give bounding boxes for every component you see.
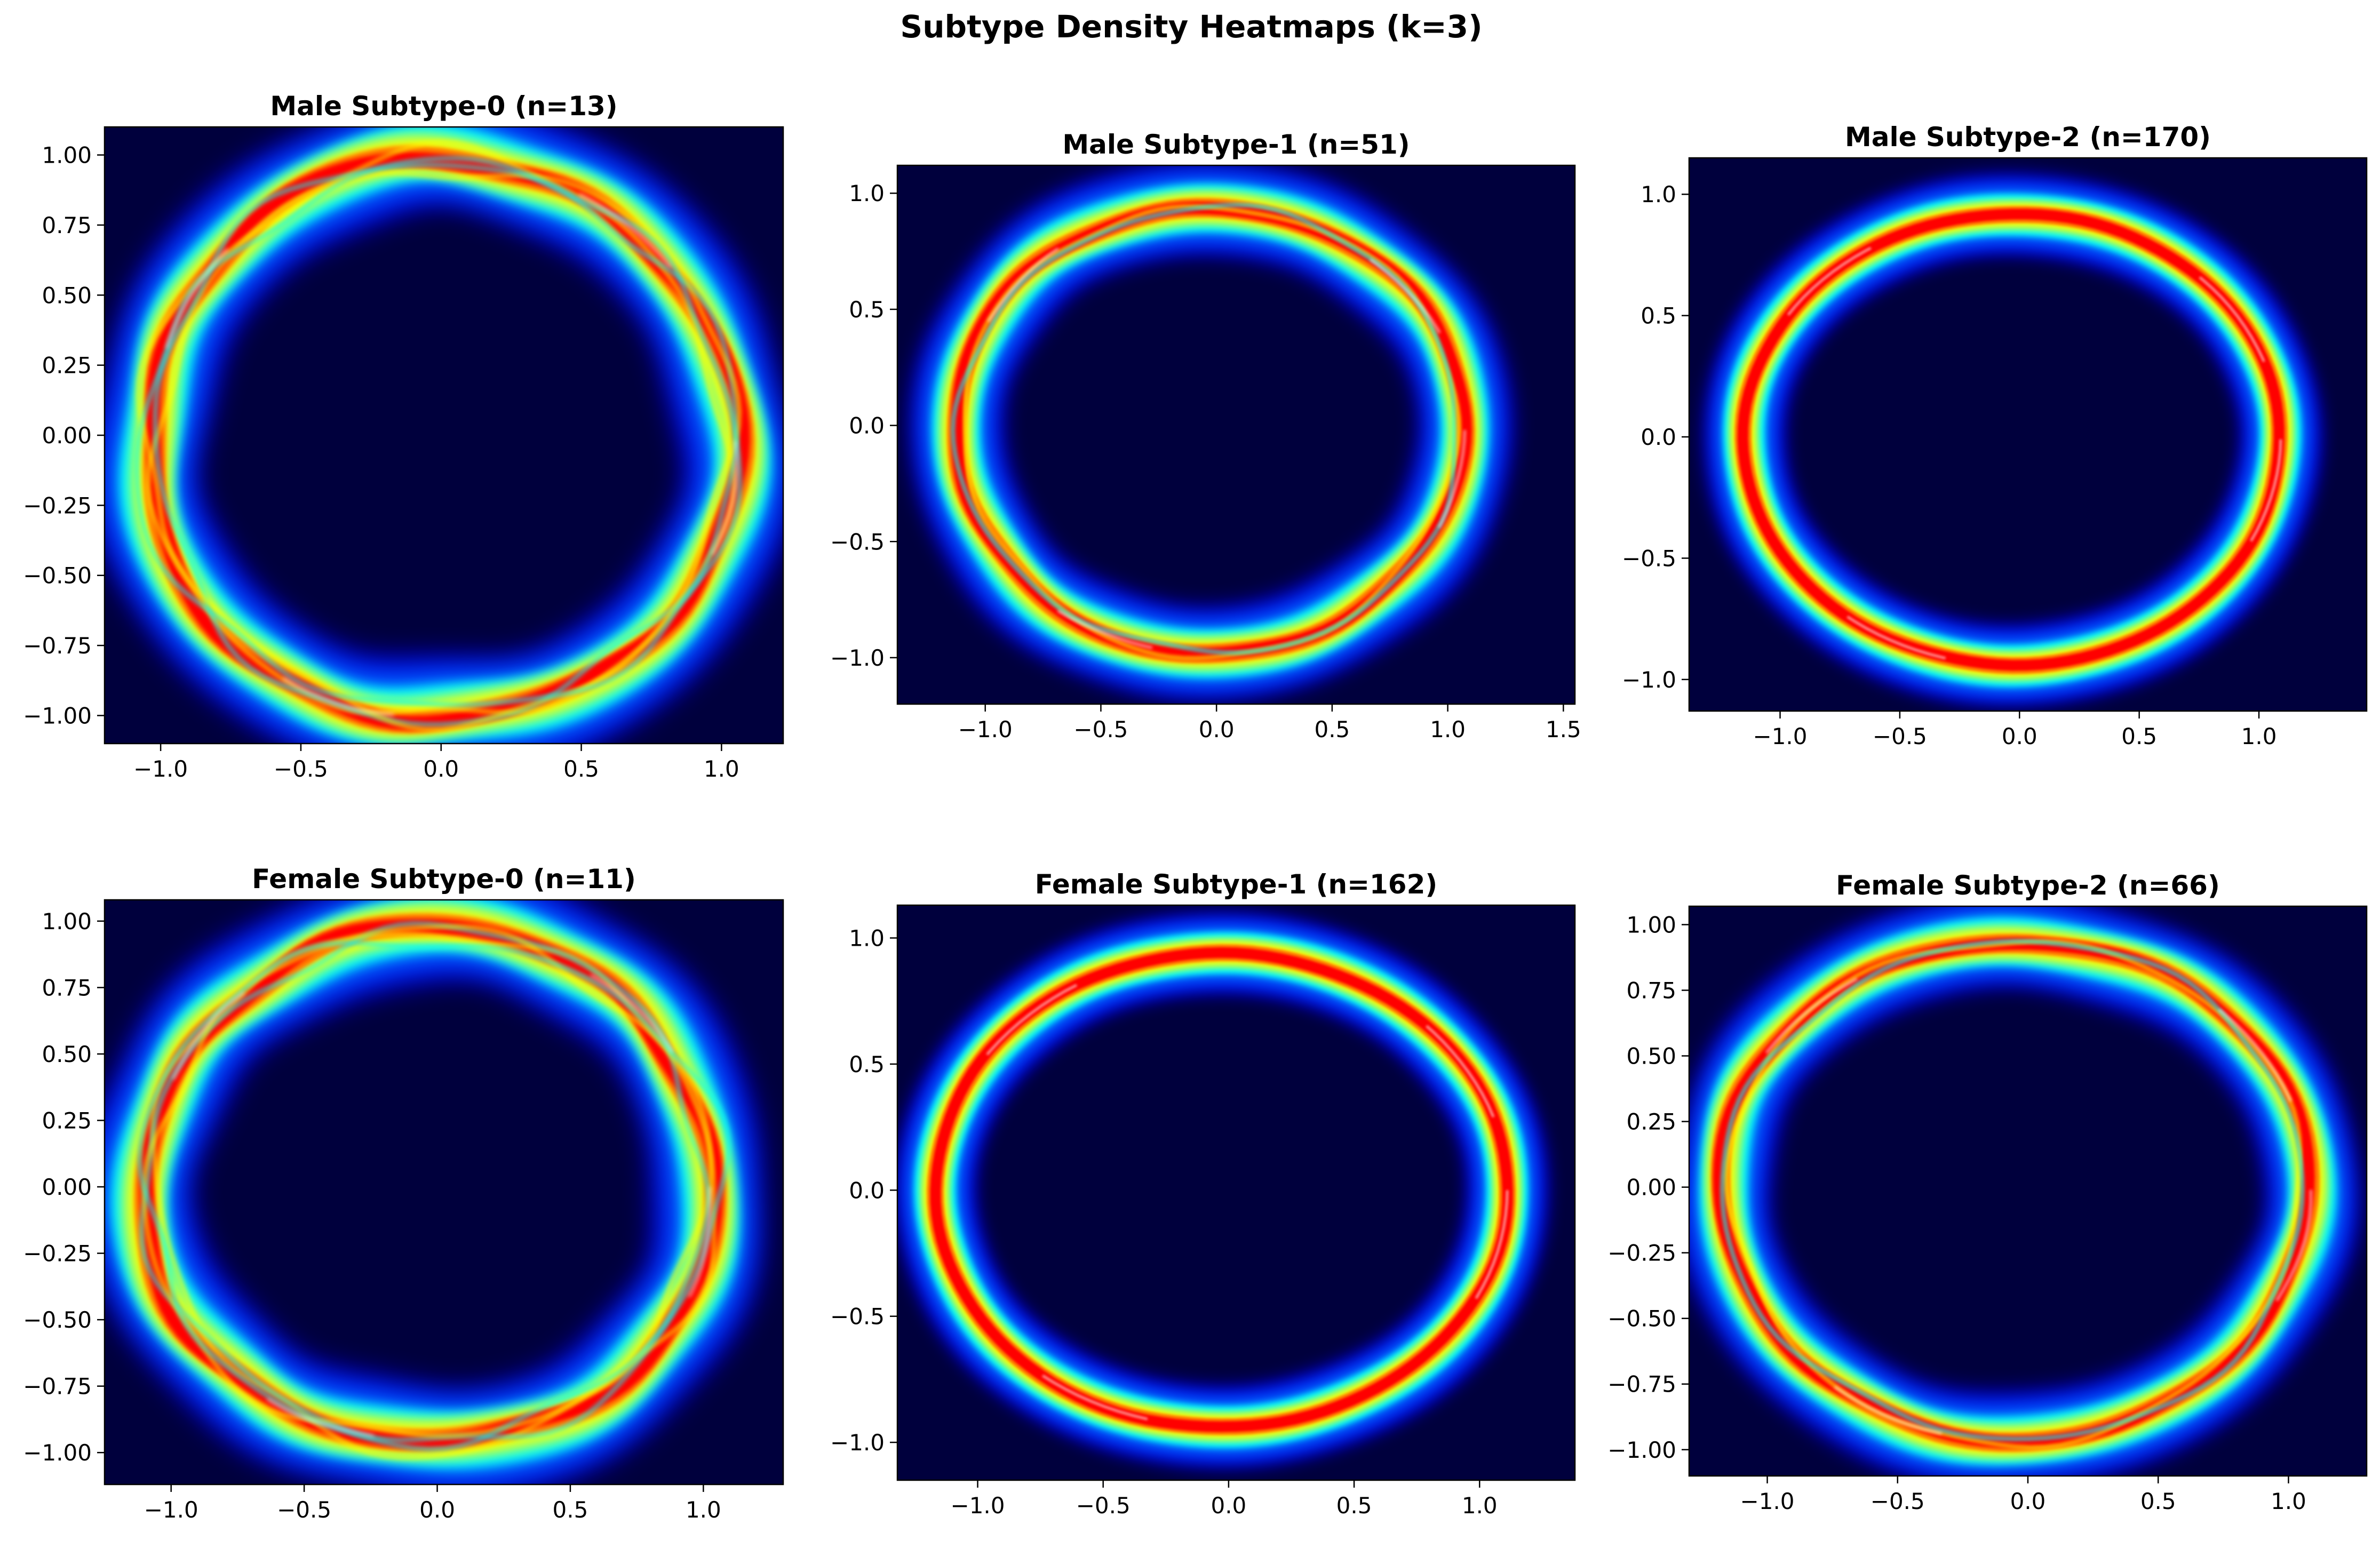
y-tick-label: 0.75 — [42, 212, 92, 238]
y-tick-label: 0.0 — [849, 1177, 885, 1203]
subplot-title: Female Subtype-2 (n=66) — [1836, 870, 2220, 901]
density-ring — [1705, 174, 2321, 706]
y-tick-label: 0.5 — [849, 1051, 885, 1077]
x-tick-label: −1.0 — [1753, 723, 1808, 749]
y-tick-label: 0.0 — [1641, 424, 1676, 450]
y-tick-label: 0.0 — [849, 413, 885, 439]
y-tick-label: −0.5 — [830, 529, 885, 555]
subplot-5: −1.0 −0.5 0.0 0.5 1.0 1.00 0.75 0.50 0.25 0.00 −0.… — [1607, 870, 2368, 1514]
x-tick-label: 0.0 — [1199, 716, 1235, 742]
subplot-2: −1.0 −0.5 0.0 0.5 1.0 1.0 0.5 0.0 −0.5 −1.0 Male S… — [1622, 122, 2368, 749]
y-tick-label: 0.00 — [42, 422, 92, 449]
x-tick-label: 0.0 — [1211, 1492, 1246, 1519]
y-tick-label: −0.50 — [23, 1307, 92, 1333]
y-tick-label: 0.75 — [42, 975, 92, 1001]
x-tick-label: 0.0 — [2002, 723, 2037, 749]
density-ring — [105, 127, 783, 744]
subplot-title: Male Subtype-0 (n=13) — [270, 91, 617, 122]
y-tick-label: 0.50 — [42, 282, 92, 308]
y-tick-label: 0.5 — [849, 297, 885, 323]
x-tick-label: 0.5 — [2140, 1488, 2176, 1514]
y-tick-label: 1.00 — [42, 908, 92, 935]
x-tick-label: −1.0 — [1740, 1488, 1795, 1514]
x-tick-label: −0.5 — [274, 756, 328, 782]
y-tick-label: −1.0 — [830, 645, 885, 671]
x-tick-label: 1.0 — [2271, 1488, 2306, 1514]
x-tick-label: −1.0 — [958, 716, 1013, 742]
subplot-grid: −1.0 −0.5 0.0 0.5 1.0 1.00 0.75 0.50 0.25 0.00 −0.… — [23, 91, 2368, 1523]
x-tick-label: −0.5 — [1076, 1492, 1131, 1519]
y-tick-label: 1.0 — [849, 925, 885, 951]
x-tick-label: 1.0 — [686, 1497, 721, 1523]
y-tick-label: 0.00 — [42, 1174, 92, 1200]
subplot-3: −1.0 −0.5 0.0 0.5 1.0 1.00 0.75 0.50 0.25 0.00 −0.… — [23, 864, 784, 1523]
y-tick-label: 1.0 — [1641, 181, 1676, 207]
density-ring — [897, 913, 1548, 1467]
y-tick-label: 1.0 — [849, 180, 885, 206]
x-tick-label: 0.0 — [419, 1497, 455, 1523]
y-tick-label: −0.50 — [23, 563, 92, 589]
y-tick-label: −1.0 — [830, 1430, 885, 1456]
subplot-title: Male Subtype-1 (n=51) — [1062, 129, 1410, 160]
y-tick-label: −0.5 — [1622, 545, 1676, 571]
axes-frame — [896, 164, 1576, 705]
subplot-title: Female Subtype-1 (n=162) — [1035, 869, 1437, 900]
y-tick-label: −0.75 — [1607, 1371, 1676, 1398]
y-tick-label: −0.25 — [23, 492, 92, 518]
x-tick-label: −0.5 — [1870, 1488, 1925, 1514]
y-tick-label: 0.50 — [1626, 1043, 1676, 1069]
y-tick-label: −0.50 — [1607, 1306, 1676, 1332]
subplot-1: −1.0 −0.5 0.0 0.5 1.0 1.5 1.0 0.5 0.0 −0.5 −1.0 Mal… — [830, 129, 1581, 742]
x-tick-label: 0.5 — [1336, 1492, 1372, 1519]
x-tick-label: −0.5 — [1073, 716, 1128, 742]
y-tick-label: −1.0 — [1622, 667, 1676, 693]
x-tick-label: 0.5 — [2121, 723, 2157, 749]
density-ring — [911, 165, 1512, 700]
figure-title: Subtype Density Heatmaps (k=3) — [900, 9, 1482, 45]
x-tick-label: 0.0 — [2010, 1488, 2046, 1514]
y-tick-label: 0.25 — [1626, 1109, 1676, 1135]
axes-frame — [1688, 157, 2368, 712]
y-tick-label: 0.00 — [1626, 1175, 1676, 1201]
axes-frame — [104, 899, 784, 1486]
x-tick-label: −1.0 — [144, 1497, 198, 1523]
x-tick-label: 1.0 — [2241, 723, 2277, 749]
y-tick-label: 0.50 — [42, 1041, 92, 1067]
x-tick-label: 0.5 — [553, 1497, 588, 1523]
density-ring — [1689, 906, 2359, 1476]
density-ring — [105, 900, 761, 1484]
y-tick-label: −0.5 — [830, 1304, 885, 1330]
y-tick-label: 0.25 — [42, 353, 92, 379]
y-tick-label: −0.25 — [23, 1241, 92, 1267]
y-tick-label: 0.5 — [1641, 303, 1676, 329]
subplot-0: −1.0 −0.5 0.0 0.5 1.0 1.00 0.75 0.50 0.25 0.00 −0.… — [23, 91, 784, 782]
x-tick-label: 1.5 — [1546, 716, 1581, 742]
x-tick-label: 0.5 — [1314, 716, 1350, 742]
subplot-4: −1.0 −0.5 0.0 0.5 1.0 1.0 0.5 0.0 −0.5 −1.0 Female… — [830, 869, 1576, 1519]
y-tick-label: −1.00 — [23, 702, 92, 729]
y-tick-label: 1.00 — [42, 142, 92, 169]
y-tick-label: −0.75 — [23, 1374, 92, 1400]
y-tick-label: −0.75 — [23, 633, 92, 659]
x-tick-label: 1.0 — [1430, 716, 1466, 742]
x-tick-label: −1.0 — [133, 756, 188, 782]
y-tick-label: −1.00 — [23, 1440, 92, 1466]
y-tick-label: 0.75 — [1626, 977, 1676, 1003]
x-tick-label: 1.0 — [1462, 1492, 1498, 1519]
x-tick-label: −0.5 — [277, 1497, 331, 1523]
subplot-title: Female Subtype-0 (n=11) — [252, 864, 636, 895]
y-tick-label: −1.00 — [1607, 1437, 1676, 1463]
x-tick-label: 0.5 — [563, 756, 599, 782]
x-tick-label: −0.5 — [1873, 723, 1927, 749]
axes-frame — [896, 904, 1576, 1481]
subplot-title: Male Subtype-2 (n=170) — [1845, 122, 2211, 153]
y-tick-label: −0.25 — [1607, 1240, 1676, 1266]
y-tick-label: 1.00 — [1626, 912, 1676, 938]
x-tick-label: 1.0 — [704, 756, 739, 782]
x-tick-label: −1.0 — [951, 1492, 1005, 1519]
x-tick-label: 0.0 — [423, 756, 459, 782]
y-tick-label: 0.25 — [42, 1107, 92, 1133]
